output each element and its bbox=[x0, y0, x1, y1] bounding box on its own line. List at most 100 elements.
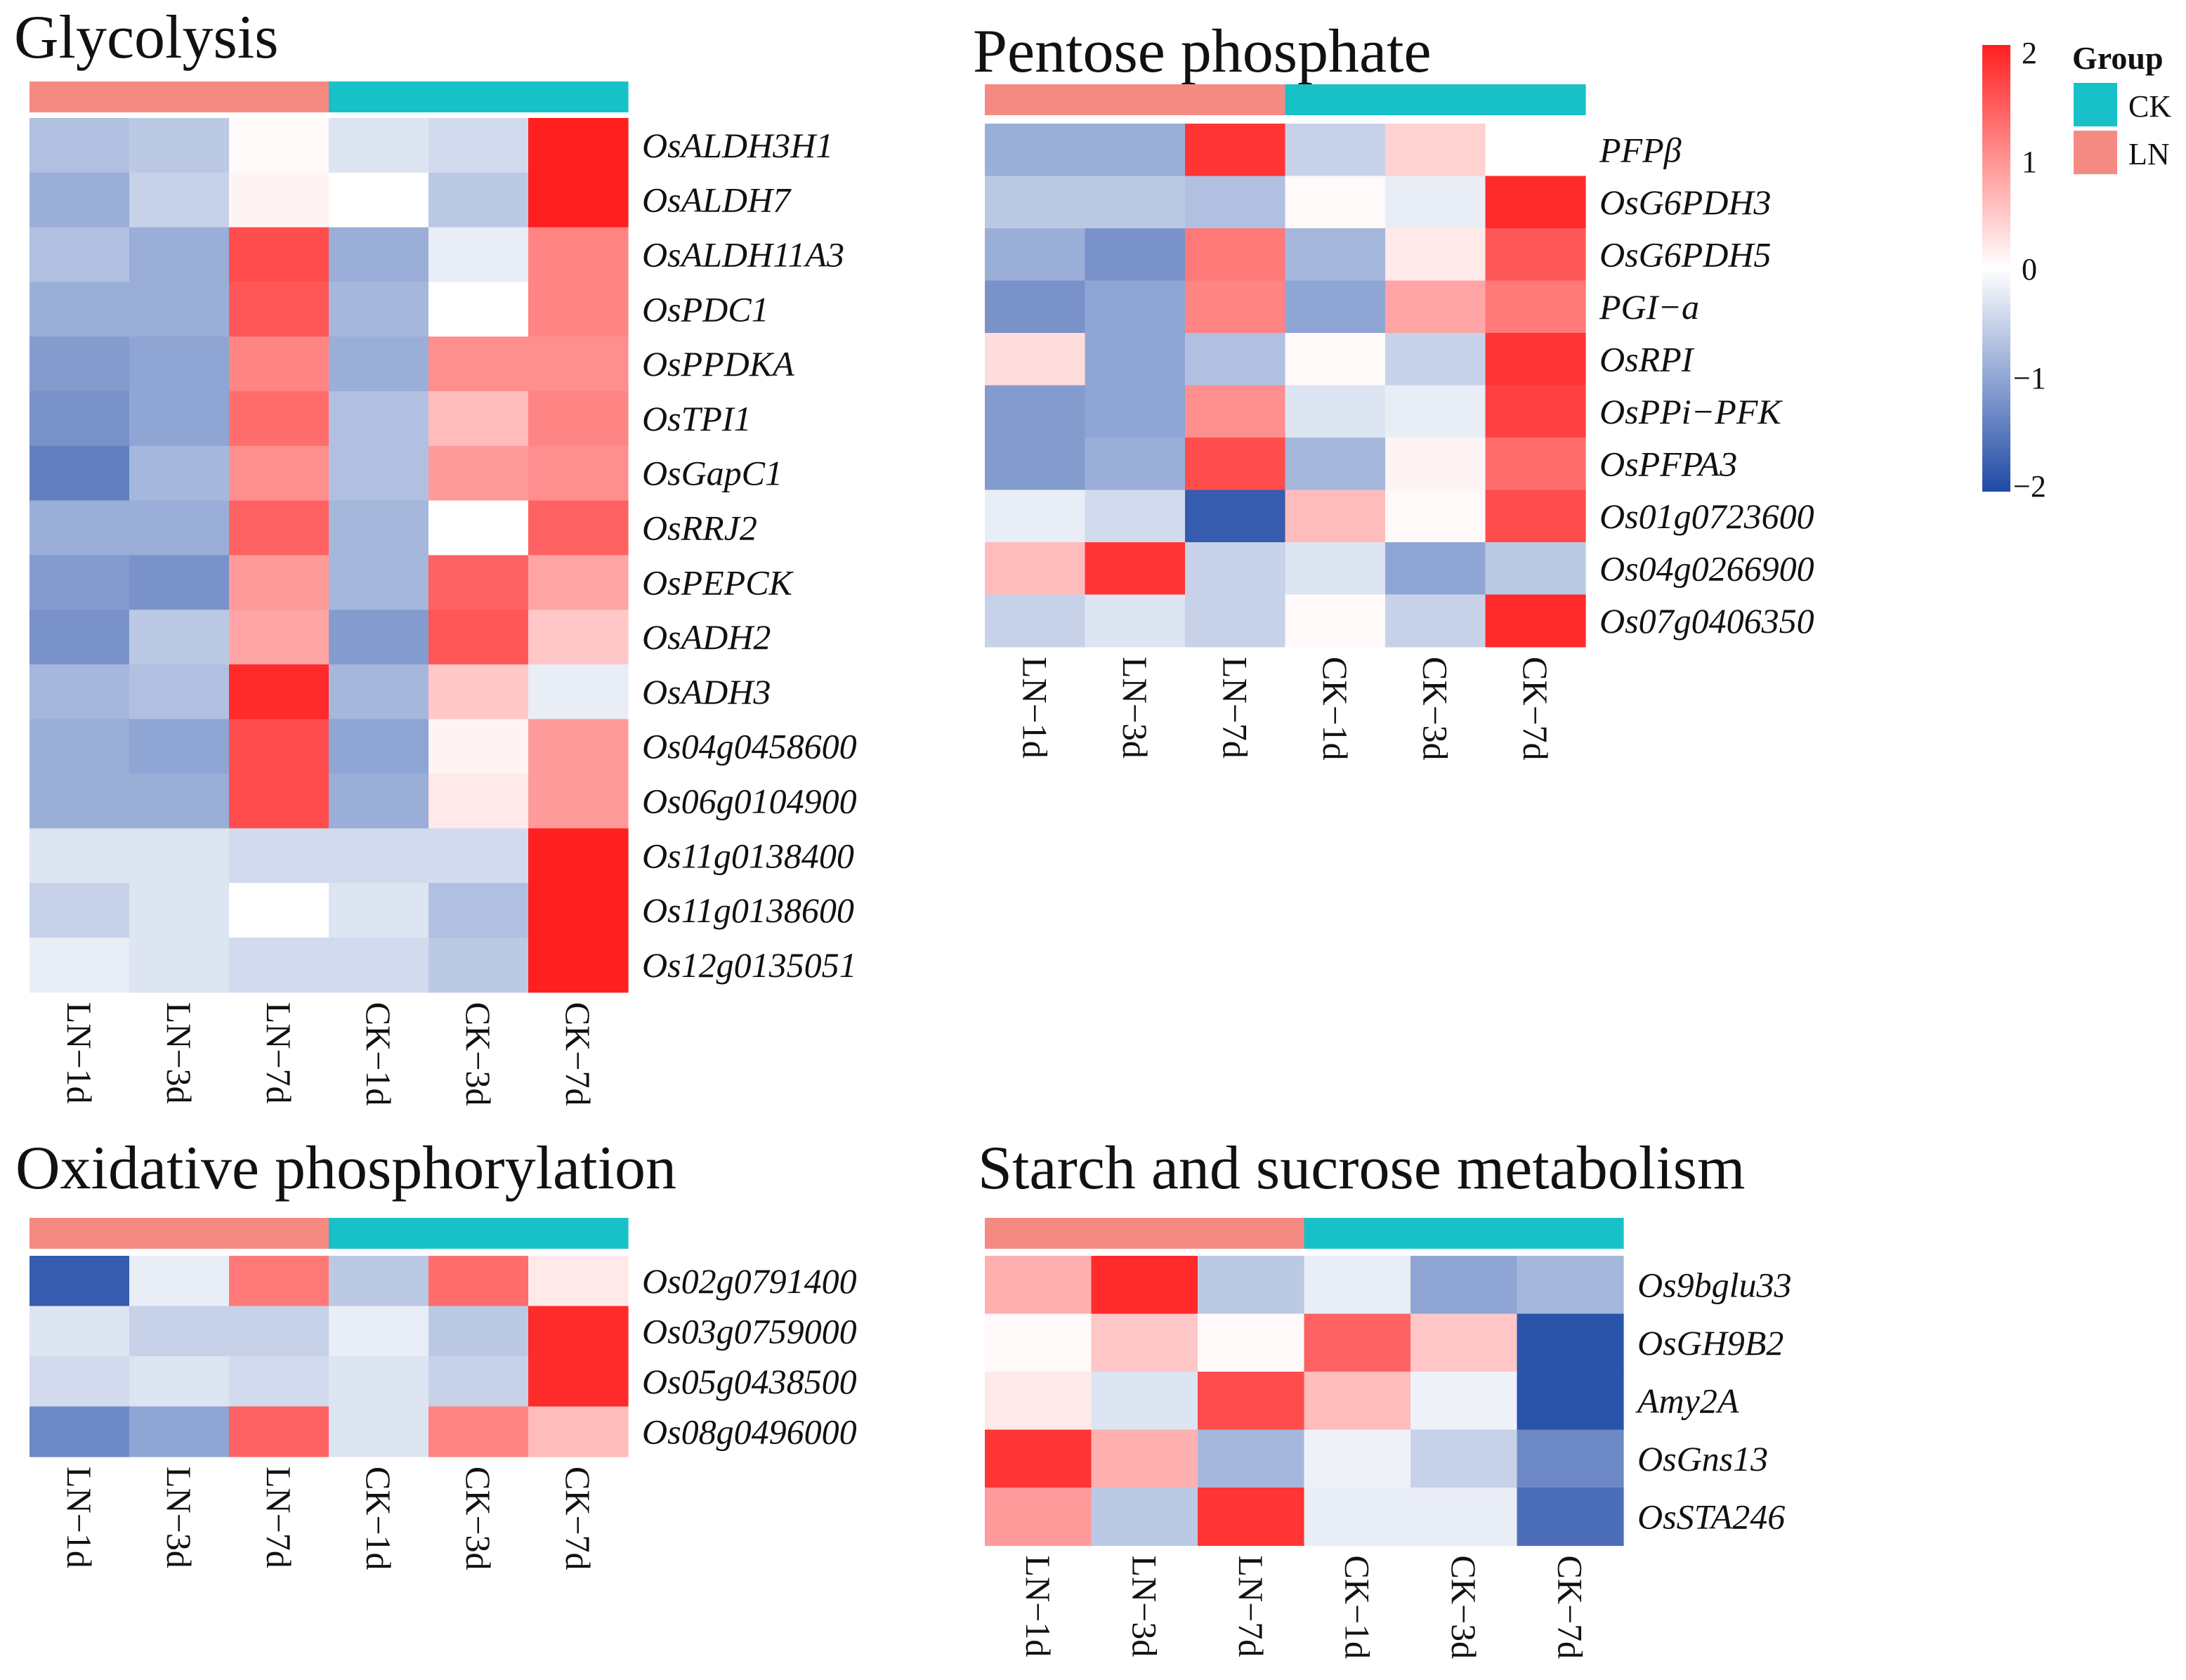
heatmap-cell bbox=[1085, 542, 1186, 596]
group-bar-ln-3d bbox=[1091, 1218, 1198, 1249]
heatmap-cell bbox=[329, 282, 429, 337]
heatmap-cell bbox=[1485, 438, 1586, 491]
heatmap-cell bbox=[428, 1256, 529, 1307]
heatmap-cell bbox=[329, 883, 429, 938]
heatmap-cell bbox=[528, 773, 629, 829]
heatmap-cell bbox=[30, 500, 130, 556]
heatmap-cell bbox=[985, 1313, 1092, 1372]
sample-label-ln-7d: LN−7d bbox=[259, 1002, 299, 1104]
color-scale-bar bbox=[1982, 45, 2010, 492]
heatmap-cell bbox=[1385, 176, 1486, 229]
heatmap-cell bbox=[528, 883, 629, 938]
heatmap-cell bbox=[1085, 594, 1186, 648]
heatmap-cell bbox=[30, 664, 130, 720]
sample-label-ln-7d: LN−7d bbox=[1231, 1556, 1271, 1658]
heatmap-cell bbox=[229, 336, 329, 392]
sample-label-ln-3d: LN−3d bbox=[159, 1002, 199, 1104]
group-bar-ck-1d bbox=[329, 1218, 429, 1249]
heatmap-cell bbox=[428, 938, 529, 993]
heatmap-cell bbox=[30, 445, 130, 501]
sample-label-ck-7d: CK−7d bbox=[558, 1466, 598, 1570]
heatmap-cell bbox=[129, 445, 230, 501]
gene-label-os9bglu33: Os9bglu33 bbox=[1637, 1265, 1791, 1304]
heatmap-cell bbox=[1385, 490, 1486, 543]
heatmap-cell bbox=[129, 172, 230, 228]
sample-label-ln-3d: LN−3d bbox=[1125, 1556, 1164, 1658]
heatmap-cell bbox=[1304, 1313, 1411, 1372]
heatmap-cell bbox=[985, 1429, 1092, 1488]
heatmap-cell bbox=[985, 1372, 1092, 1431]
gene-label-os04g0458600: Os04g0458600 bbox=[642, 727, 857, 766]
heatmap-cell bbox=[1411, 1372, 1518, 1431]
gene-label-os06g0104900: Os06g0104900 bbox=[642, 782, 857, 821]
group-bar-ck-1d bbox=[1304, 1218, 1411, 1249]
heatmap-cell bbox=[528, 664, 629, 720]
heatmap-cell bbox=[428, 718, 529, 775]
heatmap-cell bbox=[428, 118, 529, 173]
heatmap-cell bbox=[129, 1406, 230, 1457]
heatmap-cell bbox=[1485, 176, 1586, 229]
sample-label-ck-3d: CK−3d bbox=[1444, 1556, 1484, 1660]
heatmap-cell bbox=[985, 594, 1086, 648]
sample-label-ck-1d: CK−1d bbox=[359, 1002, 398, 1106]
heatmap-cell bbox=[1185, 124, 1286, 177]
heatmap-cell bbox=[1517, 1313, 1624, 1372]
heatmap-cell bbox=[1085, 176, 1186, 229]
heatmap-glycolysis: OsALDH3H1 OsALDH7 OsALDH11A3 OsPDC1 OsPPDKA O… bbox=[30, 81, 857, 1105]
heatmap-cell bbox=[1517, 1256, 1624, 1315]
heatmap-cell bbox=[30, 227, 130, 282]
heatmap-cell bbox=[985, 333, 1086, 386]
heatmap-cell bbox=[129, 664, 230, 720]
heatmap-cell bbox=[985, 1488, 1092, 1547]
heatmap-cell bbox=[229, 664, 329, 720]
scale-label-neg2: −2 bbox=[2013, 469, 2046, 504]
heatmap-cell bbox=[428, 172, 529, 228]
sample-label-ck-3d: CK−3d bbox=[459, 1002, 498, 1106]
heatmap-cell bbox=[1285, 333, 1386, 386]
heatmap-cell bbox=[528, 445, 629, 501]
group-bar-ck-7d bbox=[528, 1218, 629, 1249]
group-bar-ln-7d bbox=[229, 81, 329, 112]
heatmap-cell bbox=[329, 1256, 429, 1307]
heatmap-cell bbox=[229, 227, 329, 282]
heatmap-cell bbox=[1485, 124, 1586, 177]
heatmap-cell bbox=[985, 124, 1086, 177]
gene-label-osgns13: OsGns13 bbox=[1637, 1439, 1768, 1478]
heatmap-cell bbox=[1285, 438, 1386, 491]
heatmap-cell bbox=[428, 1406, 529, 1457]
sample-label-ln-7d: LN−7d bbox=[1215, 657, 1255, 759]
gene-label-osaldh11a3: OsALDH11A3 bbox=[642, 235, 844, 275]
heatmap-cell bbox=[985, 280, 1086, 334]
group-bar-ln-7d bbox=[1185, 84, 1286, 115]
gene-label-os12g0135051: Os12g0135051 bbox=[642, 945, 857, 985]
heatmap-cell bbox=[229, 282, 329, 337]
group-bar-ck-3d bbox=[428, 81, 529, 112]
heatmap-cell bbox=[329, 1356, 429, 1407]
panel-title-oxidative-phosphorylation: Oxidative phosphorylation bbox=[15, 1134, 676, 1202]
group-bar-ck-7d bbox=[1517, 1218, 1624, 1249]
heatmap-cell bbox=[1285, 594, 1386, 648]
heatmap-cell bbox=[30, 610, 130, 665]
group-bar-ln-3d bbox=[129, 81, 230, 112]
heatmap-cell bbox=[329, 938, 429, 993]
heatmap-cell bbox=[1485, 490, 1586, 543]
heatmap-cell bbox=[229, 1406, 329, 1457]
group-label-ck: CK bbox=[2128, 89, 2171, 124]
heatmap-cell bbox=[985, 438, 1086, 491]
heatmap-cell bbox=[1085, 385, 1186, 438]
heatmap-cell bbox=[528, 172, 629, 228]
gene-label-osppdka: OsPPDKA bbox=[642, 344, 794, 383]
heatmap-cell bbox=[129, 938, 230, 993]
group-bar-ln-1d bbox=[30, 81, 130, 112]
heatmap-cell bbox=[428, 555, 529, 610]
heatmap-cell bbox=[428, 1356, 529, 1407]
heatmap-cell bbox=[1198, 1488, 1305, 1547]
sample-label-ln-1d: LN−1d bbox=[1019, 1556, 1058, 1658]
heatmap-cell bbox=[1285, 176, 1386, 229]
scale-label-2: 2 bbox=[2022, 36, 2037, 70]
gene-label-osaldh7: OsALDH7 bbox=[642, 181, 792, 220]
heatmap-cell bbox=[329, 1306, 429, 1357]
heatmap-cell bbox=[528, 391, 629, 447]
group-bar-ck-1d bbox=[329, 81, 429, 112]
